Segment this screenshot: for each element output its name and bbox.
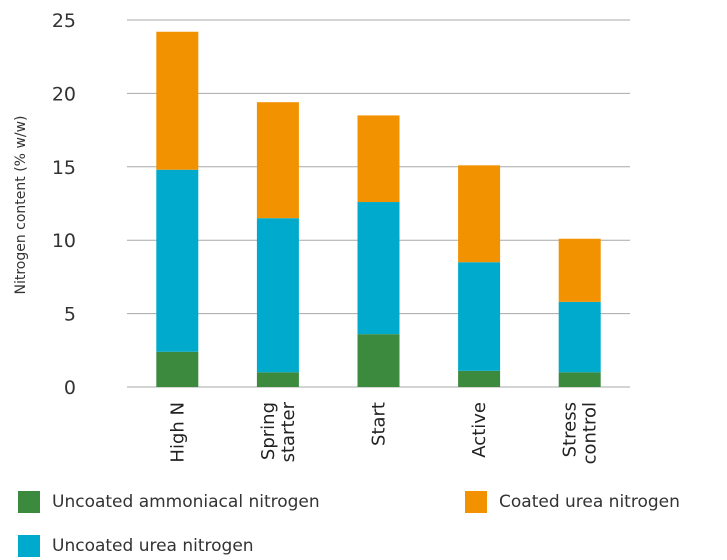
bar-segment-2 [256,102,299,219]
bar-segment-1 [558,301,601,373]
y-tick-label: 5 [64,304,76,326]
y-axis-ticks: 0 5 10 15 20 25 [52,10,76,399]
bar-segment-0 [256,372,299,387]
x-tick-label-line: Active [469,402,490,458]
legend-label-uncoated-urea: Uncoated urea nitrogen [52,536,254,556]
y-tick-label: 10 [52,230,76,252]
y-tick-label: 20 [52,83,76,105]
legend-swatch-coated-urea [465,491,487,513]
legend-swatch-ammoniacal [18,491,40,513]
bar-segment-2 [357,115,400,203]
legend-label-coated-urea: Coated urea nitrogen [499,492,680,512]
bar-segment-0 [558,372,601,387]
bar-segment-2 [156,31,199,170]
x-tick-label: Springstarter [258,401,299,462]
x-tick-label-line: starter [278,401,299,462]
x-tick-label: Stresscontrol [560,402,601,464]
x-tick-label: Start [369,402,390,446]
stacked-bar-chart: 0 5 10 15 20 25 High N Springstarter Start Activ… [13,10,630,464]
bar-segment-2 [458,165,501,263]
bar-segment-1 [156,169,199,352]
legend-item-uncoated-urea: Uncoated urea nitrogen [18,535,254,557]
x-tick-label-line: Start [369,402,390,446]
legend-label-ammoniacal: Uncoated ammoniacal nitrogen [52,492,320,512]
legend-swatch-uncoated-urea [18,535,40,557]
x-axis-ticks: High N Springstarter Start Active Stresscont… [167,401,600,464]
y-axis-label: Nitrogen content (% w/w) [13,115,29,294]
bar-segment-0 [156,351,199,387]
y-tick-label: 25 [52,10,76,32]
bar-segment-2 [558,238,601,302]
y-tick-label: 0 [64,377,76,399]
x-tick-label-line: Stress [560,402,581,457]
y-tick-label: 15 [52,157,76,179]
bar-segment-0 [357,334,400,387]
bar-segment-1 [458,262,501,371]
bar-segment-1 [357,202,400,335]
bars [156,31,601,387]
x-tick-label: High N [167,402,188,463]
x-tick-label: Active [469,402,490,458]
legend-item-ammoniacal: Uncoated ammoniacal nitrogen [18,491,320,513]
legend-item-coated-urea: Coated urea nitrogen [465,491,680,513]
x-tick-label-line: High N [167,402,188,463]
bar-segment-1 [256,218,299,373]
bar-segment-0 [458,370,501,387]
x-tick-label-line: Spring [258,402,279,460]
x-tick-label-line: control [580,402,601,464]
